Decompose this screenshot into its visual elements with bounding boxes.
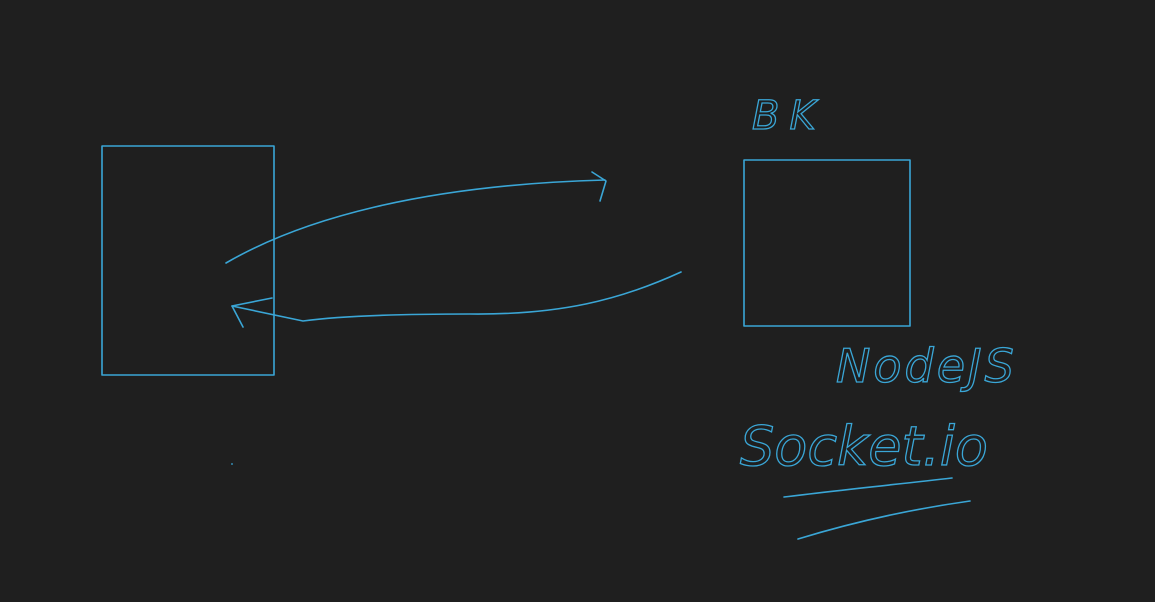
runtime-label: NodeJS bbox=[836, 339, 1017, 393]
stray-dot bbox=[231, 463, 233, 465]
library-underline-1 bbox=[783, 477, 953, 498]
client-box bbox=[101, 145, 275, 376]
server-label: BK bbox=[752, 93, 826, 139]
library-underline-2 bbox=[797, 500, 971, 540]
request-arrow bbox=[225, 179, 606, 264]
request-arrowhead bbox=[591, 171, 607, 202]
library-label: Socket.io bbox=[740, 415, 988, 478]
server-box bbox=[743, 159, 911, 327]
response-arrowhead bbox=[231, 297, 273, 328]
response-arrow bbox=[231, 271, 682, 322]
